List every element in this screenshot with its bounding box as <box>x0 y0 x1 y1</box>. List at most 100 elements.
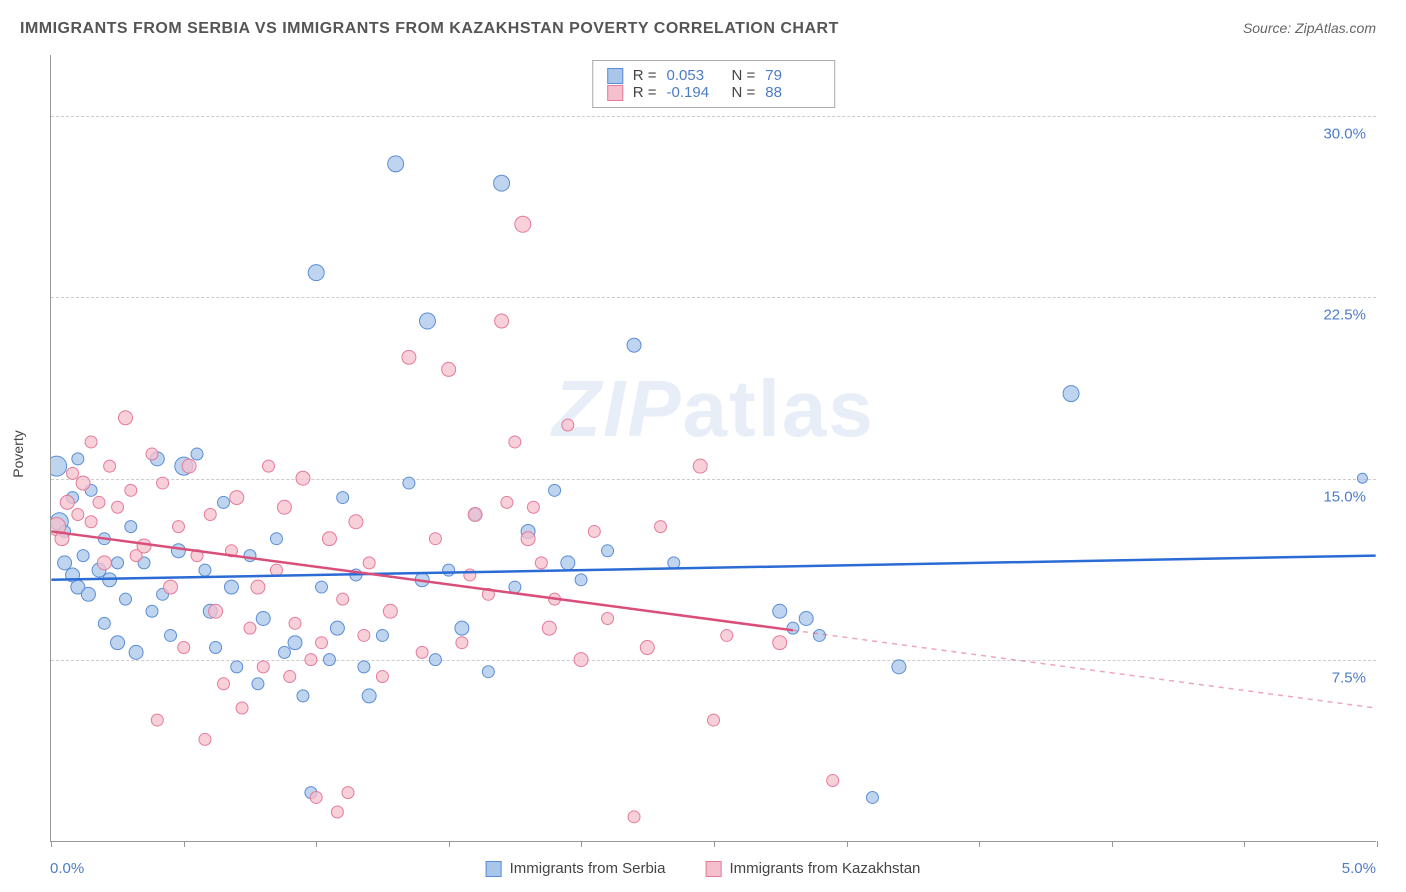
data-point <box>358 661 370 673</box>
scatter-svg <box>51 55 1376 841</box>
data-point <box>257 661 269 673</box>
legend-bottom: Immigrants from Serbia Immigrants from K… <box>486 860 921 877</box>
x-tick <box>847 841 848 847</box>
data-point <box>773 604 787 618</box>
n-label: N = <box>732 67 756 84</box>
data-point <box>76 476 90 490</box>
n-label: N = <box>732 84 756 101</box>
data-point <box>535 557 547 569</box>
r-label: R = <box>633 67 657 84</box>
data-point <box>230 491 244 505</box>
x-axis-max-label: 5.0% <box>1342 860 1376 877</box>
data-point <box>442 362 456 376</box>
data-point <box>284 671 296 683</box>
data-point <box>289 617 301 629</box>
swatch-kazakhstan-icon <box>705 861 721 877</box>
data-point <box>495 314 509 328</box>
data-point <box>112 501 124 513</box>
swatch-kazakhstan-icon <box>607 85 623 101</box>
data-point <box>455 621 469 635</box>
chart-title: IMMIGRANTS FROM SERBIA VS IMMIGRANTS FRO… <box>20 20 839 38</box>
x-tick <box>979 841 980 847</box>
data-point <box>383 604 397 618</box>
data-point <box>288 636 302 650</box>
data-point <box>231 661 243 673</box>
data-point <box>521 532 535 546</box>
data-point <box>85 516 97 528</box>
data-point <box>85 436 97 448</box>
data-point <box>640 641 654 655</box>
data-point <box>456 637 468 649</box>
data-point <box>363 557 375 569</box>
y-axis-label: Poverty <box>10 430 26 477</box>
data-point <box>72 509 84 521</box>
data-point <box>349 515 363 529</box>
data-point <box>93 496 105 508</box>
data-point <box>296 471 310 485</box>
plot-area: ZIPatlas R = 0.053 N = 79 R = -0.194 N =… <box>50 55 1376 842</box>
r-value-serbia: 0.053 <box>667 67 722 84</box>
data-point <box>81 587 95 601</box>
data-point <box>655 521 667 533</box>
legend-item-kazakhstan: Immigrants from Kazakhstan <box>705 860 920 877</box>
r-value-kazakhstan: -0.194 <box>667 84 722 101</box>
data-point <box>236 702 248 714</box>
data-point <box>256 612 270 626</box>
data-point <box>627 338 641 352</box>
data-point <box>316 637 328 649</box>
legend-label-kazakhstan: Immigrants from Kazakhstan <box>729 860 920 877</box>
data-point <box>199 733 211 745</box>
data-point <box>251 580 265 594</box>
data-point <box>146 448 158 460</box>
data-point <box>542 621 556 635</box>
data-point <box>561 556 575 570</box>
data-point <box>51 456 67 476</box>
data-point <box>827 775 839 787</box>
data-point <box>204 509 216 521</box>
data-point <box>322 532 336 546</box>
x-tick <box>581 841 582 847</box>
data-point <box>60 495 74 509</box>
data-point <box>468 508 482 522</box>
data-point <box>146 605 158 617</box>
data-point <box>419 313 435 329</box>
data-point <box>628 811 640 823</box>
data-point <box>224 580 238 594</box>
data-point <box>464 569 476 581</box>
data-point <box>342 787 354 799</box>
data-point <box>252 678 264 690</box>
x-tick <box>1377 841 1378 847</box>
data-point <box>157 477 169 489</box>
data-point <box>137 539 151 553</box>
n-value-kazakhstan: 88 <box>765 84 820 101</box>
data-point <box>575 574 587 586</box>
data-point <box>244 622 256 634</box>
data-point <box>602 545 614 557</box>
data-point <box>199 564 211 576</box>
data-point <box>125 484 137 496</box>
data-point <box>98 617 110 629</box>
data-point <box>787 622 799 634</box>
data-point <box>708 714 720 726</box>
data-point <box>218 496 230 508</box>
data-point <box>210 642 222 654</box>
data-point <box>278 646 290 658</box>
data-point <box>151 714 163 726</box>
data-point <box>588 525 600 537</box>
legend-item-serbia: Immigrants from Serbia <box>486 860 666 877</box>
x-tick <box>714 841 715 847</box>
data-point <box>429 654 441 666</box>
data-point <box>527 501 539 513</box>
data-point <box>1063 386 1079 402</box>
data-point <box>323 654 335 666</box>
swatch-serbia-icon <box>607 68 623 84</box>
data-point <box>1357 473 1367 483</box>
x-tick <box>316 841 317 847</box>
data-point <box>892 660 906 674</box>
data-point <box>67 467 79 479</box>
data-point <box>358 629 370 641</box>
data-point <box>310 791 322 803</box>
data-point <box>263 460 275 472</box>
data-point <box>305 654 317 666</box>
data-point <box>331 806 343 818</box>
